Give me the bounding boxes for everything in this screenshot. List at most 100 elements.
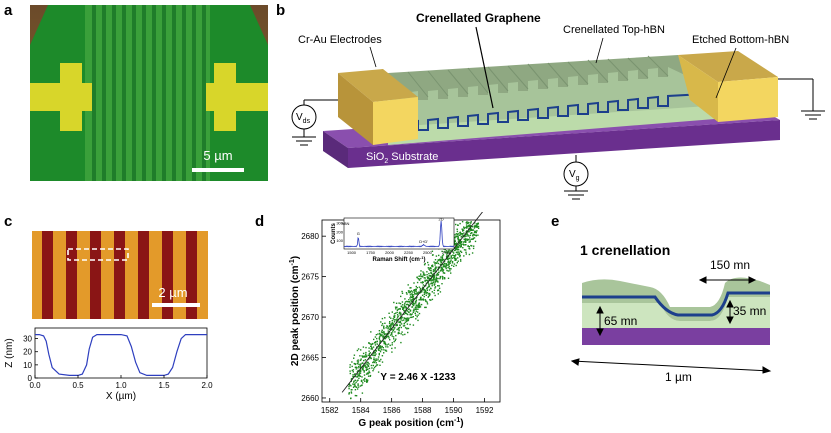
raman-point bbox=[366, 381, 368, 383]
raman-point bbox=[462, 241, 465, 243]
raman-point bbox=[466, 227, 468, 229]
scale-bar-c-label: 2 µm bbox=[158, 285, 187, 300]
raman-point bbox=[455, 254, 457, 256]
raman-point bbox=[398, 312, 400, 314]
raman-point bbox=[442, 276, 444, 278]
raman-point bbox=[363, 370, 365, 372]
raman-point bbox=[420, 270, 422, 272]
raman-point bbox=[461, 221, 464, 223]
raman-point bbox=[354, 394, 357, 397]
raman-point bbox=[425, 300, 427, 303]
raman-point bbox=[415, 288, 417, 290]
raman-point bbox=[435, 262, 438, 264]
raman-point bbox=[458, 252, 460, 254]
graphene-line bbox=[389, 92, 724, 131]
raman-point bbox=[377, 358, 379, 360]
raman-point bbox=[417, 319, 419, 322]
raman-point bbox=[447, 277, 450, 279]
raman-point bbox=[420, 275, 423, 277]
raman-point bbox=[392, 331, 394, 333]
raman-point bbox=[419, 275, 421, 277]
raman-point bbox=[382, 336, 384, 339]
raman-point bbox=[354, 385, 356, 387]
raman-point bbox=[402, 325, 405, 327]
raman-point bbox=[456, 262, 458, 264]
raman-point bbox=[350, 392, 353, 394]
raman-point bbox=[473, 245, 475, 247]
raman-point bbox=[379, 341, 381, 343]
raman-point bbox=[393, 319, 395, 321]
raman-point bbox=[390, 317, 392, 319]
raman-ytick-label: 2665 bbox=[301, 354, 319, 363]
top-hbn bbox=[388, 55, 723, 127]
raman-point bbox=[349, 384, 351, 386]
raman-point bbox=[426, 271, 428, 273]
raman-point bbox=[429, 293, 431, 295]
raman-point bbox=[403, 313, 405, 315]
raman-point bbox=[420, 287, 422, 290]
height-dimension bbox=[596, 305, 604, 337]
raman-ylabel: 2D peak position (cm-1) bbox=[289, 256, 301, 366]
raman-point bbox=[443, 272, 445, 274]
raman-point bbox=[448, 267, 451, 269]
raman-point bbox=[430, 287, 432, 290]
raman-point bbox=[467, 226, 469, 228]
raman-point bbox=[406, 310, 409, 312]
raman-xtick-label: 1586 bbox=[383, 406, 401, 415]
raman-point bbox=[372, 364, 374, 367]
raman-point bbox=[440, 256, 442, 258]
raman-point bbox=[396, 314, 399, 316]
depth-dimension bbox=[726, 299, 734, 325]
inset-ylabel: Counts bbox=[331, 223, 337, 244]
raman-point bbox=[429, 267, 431, 269]
raman-point bbox=[360, 349, 362, 351]
raman-point bbox=[446, 258, 448, 260]
raman-point bbox=[392, 324, 395, 327]
raman-point bbox=[359, 364, 362, 366]
raman-point bbox=[411, 294, 413, 296]
raman-point bbox=[426, 276, 428, 278]
raman-point bbox=[368, 367, 371, 370]
raman-point bbox=[378, 336, 381, 338]
profile-box bbox=[67, 248, 129, 261]
raman-point bbox=[365, 366, 368, 368]
raman-point bbox=[387, 327, 389, 330]
raman-point bbox=[395, 308, 397, 310]
length-label: 1 µm bbox=[665, 370, 692, 384]
raman-point bbox=[451, 260, 454, 263]
raman-point bbox=[426, 301, 428, 303]
raman-point bbox=[443, 264, 445, 267]
inset-peak-label: 2D bbox=[439, 217, 444, 222]
raman-point bbox=[414, 306, 417, 309]
raman-point bbox=[359, 367, 361, 369]
raman-point bbox=[407, 319, 409, 321]
raman-point bbox=[457, 244, 460, 246]
raman-point bbox=[419, 279, 421, 281]
raman-point bbox=[437, 280, 439, 282]
raman-point bbox=[404, 321, 407, 323]
raman-point bbox=[400, 313, 402, 315]
raman-point bbox=[441, 250, 443, 253]
raman-point bbox=[441, 255, 444, 257]
raman-point bbox=[386, 325, 388, 327]
raman-point bbox=[443, 272, 446, 274]
raman-point bbox=[432, 265, 434, 268]
profile-ytick-label: 0 bbox=[28, 374, 33, 383]
raman-point bbox=[353, 362, 355, 365]
raman-point bbox=[400, 326, 402, 329]
raman-point bbox=[379, 364, 381, 366]
raman-point bbox=[354, 363, 356, 366]
raman-point bbox=[393, 321, 396, 323]
raman-point bbox=[430, 278, 432, 281]
raman-point bbox=[362, 362, 364, 364]
raman-point bbox=[406, 318, 408, 320]
raman-point bbox=[434, 268, 436, 270]
inset-xtick-label: 2000 bbox=[385, 250, 395, 255]
raman-point bbox=[434, 283, 436, 285]
raman-point bbox=[413, 298, 415, 301]
raman-fit-label: Y = 2.46 X -1233 bbox=[380, 372, 456, 383]
raman-point bbox=[401, 290, 403, 293]
raman-point bbox=[426, 274, 428, 276]
raman-point bbox=[427, 282, 429, 284]
raman-point bbox=[394, 315, 396, 317]
